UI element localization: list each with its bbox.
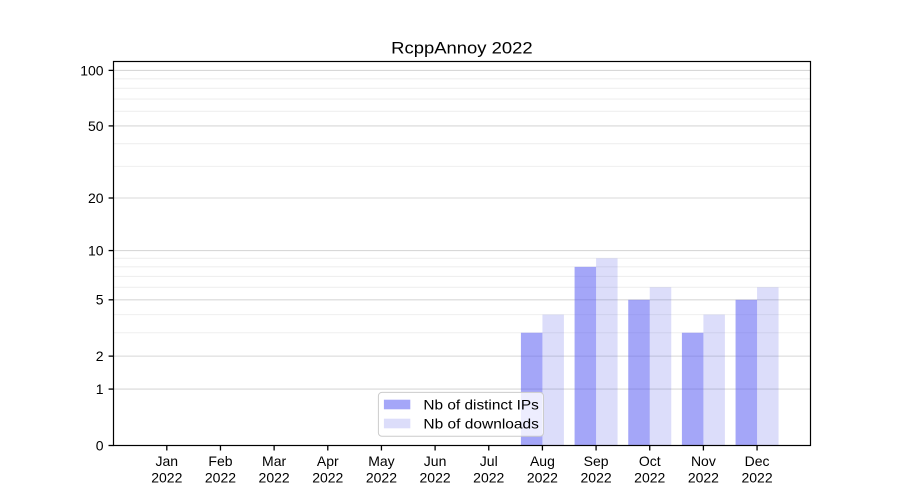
svg-text:50: 50 xyxy=(88,118,104,134)
svg-text:0: 0 xyxy=(96,437,104,453)
svg-text:5: 5 xyxy=(96,292,104,308)
svg-text:2: 2 xyxy=(96,348,104,364)
svg-text:1: 1 xyxy=(96,381,104,397)
svg-text:100: 100 xyxy=(80,62,104,78)
svg-text:10: 10 xyxy=(88,242,104,258)
svg-text:Nb of distinct IPs: Nb of distinct IPs xyxy=(423,397,539,413)
svg-text:RcppAnnoy 2022: RcppAnnoy 2022 xyxy=(391,39,532,58)
svg-text:Nb of downloads: Nb of downloads xyxy=(423,416,538,432)
svg-text:20: 20 xyxy=(88,190,104,206)
